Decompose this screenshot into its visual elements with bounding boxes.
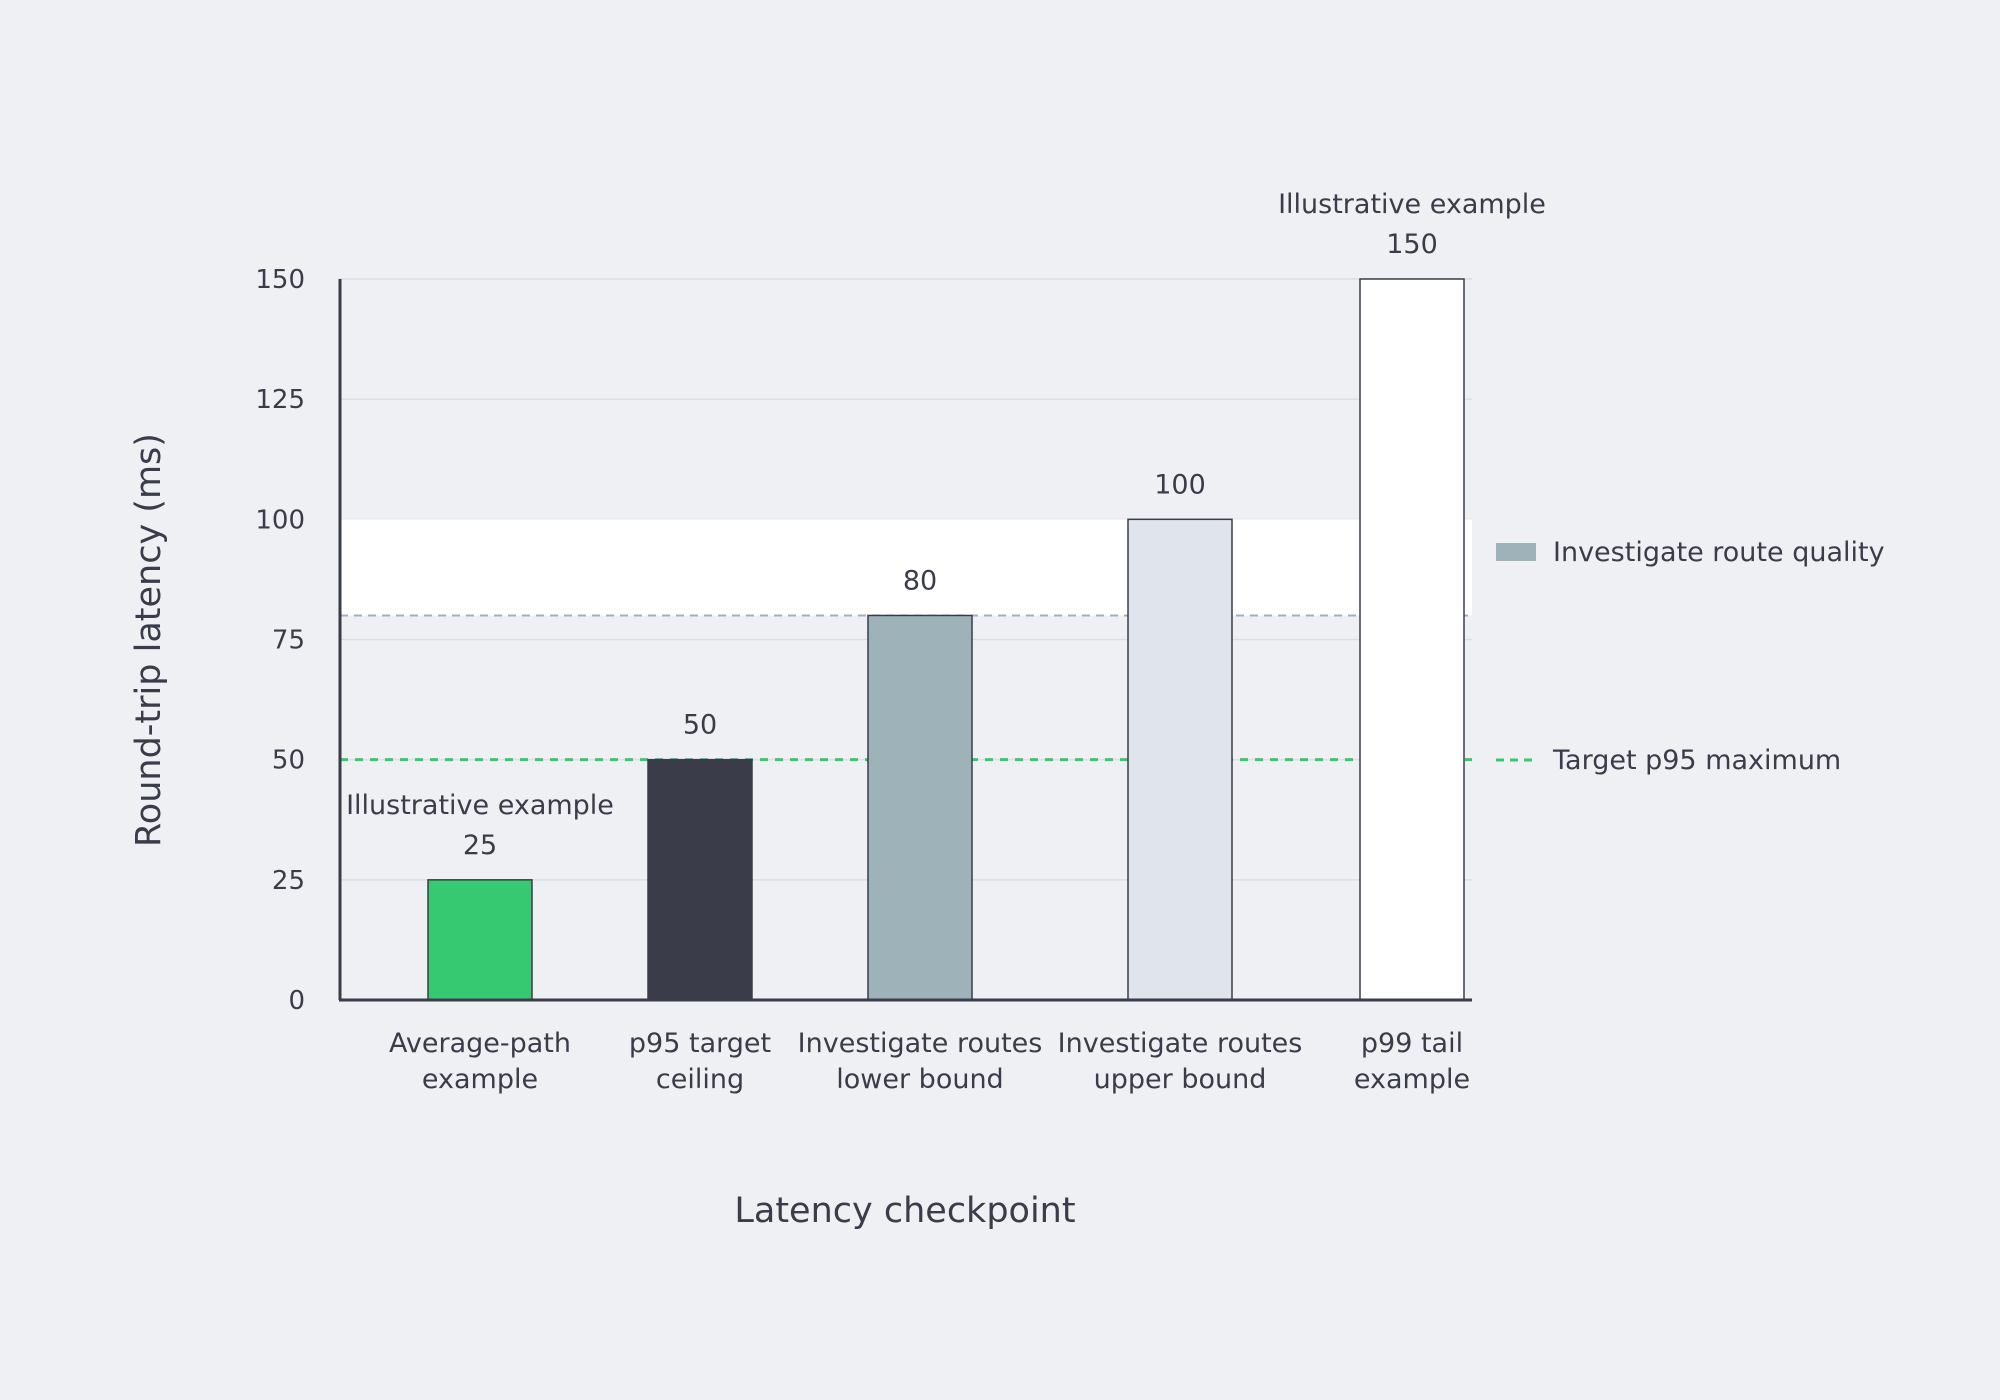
bar <box>867 614 973 1001</box>
y-tick-label: 0 <box>288 986 305 1016</box>
x-tick-label: Investigate routes <box>798 1028 1043 1059</box>
x-tick-label: lower bound <box>836 1064 1003 1095</box>
legend-swatch-band <box>1496 543 1536 561</box>
bar <box>1359 278 1465 1001</box>
x-tick-label: Average-path <box>389 1028 571 1059</box>
legend: Investigate route quality Target p95 maxi… <box>1496 537 1885 776</box>
x-tick-label: Investigate routes <box>1058 1028 1303 1059</box>
axes <box>338 279 1472 1002</box>
bar-annotation: Illustrative example <box>1278 189 1546 220</box>
bar-annotation: Illustrative example <box>346 790 614 821</box>
x-tick-label: ceiling <box>656 1064 744 1095</box>
x-tick-label: upper bound <box>1094 1064 1267 1095</box>
y-axis-title: Round-trip latency (ms) <box>129 433 169 847</box>
y-tick-label: 25 <box>272 866 305 896</box>
y-tick-label: 150 <box>255 265 305 295</box>
bars <box>427 278 1465 1001</box>
band-area <box>340 519 1472 616</box>
x-axis-title: Latency checkpoint <box>734 1191 1075 1231</box>
legend-label-reference: Target p95 maximum <box>1552 745 1841 776</box>
investigate-band <box>340 519 1472 616</box>
y-tick-label: 75 <box>272 626 305 656</box>
x-tick-label: example <box>1354 1064 1470 1095</box>
bar <box>647 758 753 1001</box>
y-tick-label: 50 <box>272 746 305 776</box>
value-label: 50 <box>683 710 717 741</box>
bar <box>427 879 533 1001</box>
value-label: 25 <box>463 830 497 861</box>
x-tick-label: p99 tail <box>1361 1028 1463 1059</box>
value-label: 80 <box>903 565 937 596</box>
y-tick-label: 100 <box>255 505 305 535</box>
value-label: 150 <box>1386 229 1438 260</box>
bar <box>1127 518 1233 1001</box>
labels: 0 25 50 75 100 125 150 25 Illustrative example Av… <box>255 189 1546 1095</box>
x-tick-label: p95 target <box>629 1028 771 1059</box>
value-label: 100 <box>1154 469 1206 500</box>
legend-label-band: Investigate route quality <box>1553 537 1885 568</box>
x-tick-label: example <box>422 1064 538 1095</box>
y-tick-label: 125 <box>255 385 305 415</box>
